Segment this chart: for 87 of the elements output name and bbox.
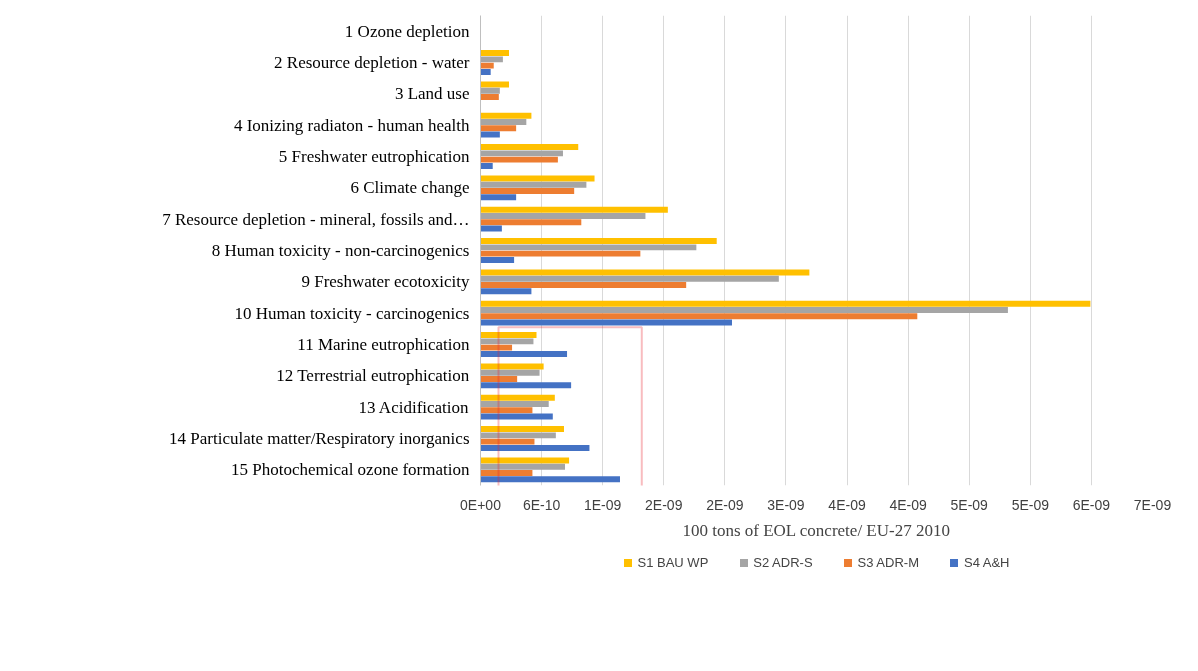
bar bbox=[480, 87, 500, 94]
bar bbox=[480, 469, 533, 476]
bar bbox=[480, 382, 572, 389]
legend-label: S3 ADR-M bbox=[857, 554, 919, 570]
bar bbox=[480, 394, 555, 401]
y-tick-label: 10 Human toxicity - carcinogenics bbox=[234, 303, 470, 323]
x-tick-label: 7E-09 bbox=[1133, 496, 1172, 513]
x-tick-label: 3E-09 bbox=[767, 496, 805, 513]
y-tick-label: 5 Freshwater eutrophication bbox=[278, 147, 470, 166]
bar bbox=[480, 181, 587, 188]
bar bbox=[480, 62, 494, 69]
y-tick-label: 3 Land use bbox=[394, 84, 470, 104]
bar bbox=[480, 375, 518, 382]
y-tick-label: 12 Terrestrial eutrophication bbox=[276, 366, 470, 386]
bar bbox=[480, 363, 544, 370]
y-tick-label: 15 Photochemical ozone formation bbox=[231, 460, 470, 480]
x-axis-title: 100 tons of EOL concrete/ EU-27 2010 bbox=[682, 520, 950, 540]
bar bbox=[480, 162, 493, 169]
bar bbox=[480, 319, 732, 326]
x-tick-label: 2E-09 bbox=[706, 496, 744, 513]
bar bbox=[480, 350, 568, 357]
bar bbox=[480, 313, 918, 320]
bar bbox=[480, 307, 1008, 314]
bar bbox=[480, 256, 515, 263]
bar bbox=[480, 244, 697, 251]
y-tick-label: 2 Resource depletion - water bbox=[274, 53, 470, 72]
bar bbox=[480, 369, 540, 376]
bar bbox=[480, 413, 553, 420]
bar bbox=[480, 269, 810, 276]
x-tick-label: 0E+00 bbox=[460, 496, 502, 513]
bar bbox=[480, 438, 535, 445]
x-tick-label: 5E-09 bbox=[950, 496, 989, 513]
bar bbox=[480, 50, 510, 57]
bar bbox=[480, 288, 532, 295]
bar bbox=[480, 344, 513, 351]
bar bbox=[480, 250, 641, 257]
y-tick-label: 1 Ozone depletion bbox=[344, 21, 470, 41]
bar bbox=[480, 56, 503, 63]
bar bbox=[480, 156, 558, 163]
bar bbox=[480, 401, 549, 408]
bar bbox=[480, 225, 502, 232]
bar bbox=[480, 476, 620, 483]
bar bbox=[480, 150, 563, 157]
legend-label: S2 ADR-S bbox=[753, 554, 813, 570]
x-tick-label: 5E-09 bbox=[1011, 496, 1050, 513]
y-tick-label: 6 Climate change bbox=[350, 178, 470, 198]
bar bbox=[480, 426, 564, 433]
bar bbox=[480, 187, 575, 194]
bar bbox=[480, 281, 687, 288]
bar bbox=[480, 407, 533, 414]
x-tick-label: 4E-09 bbox=[828, 496, 866, 513]
bar bbox=[480, 338, 534, 345]
y-tick-label: 13 Acidification bbox=[358, 397, 470, 417]
bar bbox=[480, 81, 510, 88]
bar bbox=[480, 444, 590, 451]
x-tick-label: 1E-09 bbox=[584, 496, 622, 513]
y-tick-label: 9 Freshwater ecotoxicity bbox=[301, 272, 470, 292]
bar bbox=[480, 219, 582, 226]
bar bbox=[480, 194, 517, 201]
bar bbox=[480, 238, 717, 245]
x-tick-label: 6E-09 bbox=[1072, 496, 1111, 513]
bar bbox=[480, 119, 527, 126]
bar bbox=[480, 213, 646, 220]
legend-label: S1 BAU WP bbox=[637, 554, 709, 570]
y-tick-label: 4 Ionizing radiaton - human health bbox=[233, 115, 470, 135]
y-tick-label: 7 Resource depletion - mineral, fossils and… bbox=[162, 209, 470, 229]
x-tick-label: 4E-09 bbox=[889, 496, 928, 513]
bar bbox=[480, 112, 532, 119]
x-tick-label: 2E-09 bbox=[645, 496, 683, 513]
bar bbox=[480, 432, 556, 439]
bar bbox=[480, 175, 595, 182]
bar bbox=[480, 463, 566, 470]
y-tick-label: 14 Particulate matter/Respiratory inorganics bbox=[169, 429, 470, 448]
bar bbox=[480, 206, 668, 213]
bar bbox=[480, 332, 537, 339]
bar bbox=[480, 68, 491, 75]
y-tick-label: 11 Marine eutrophication bbox=[297, 335, 470, 354]
legend-label: S4 A&H bbox=[963, 554, 1010, 570]
bar bbox=[480, 125, 517, 132]
x-tick-label: 6E-10 bbox=[522, 496, 561, 513]
bar bbox=[480, 275, 779, 282]
bar bbox=[480, 300, 1091, 307]
bar bbox=[480, 457, 570, 464]
bar bbox=[480, 131, 500, 138]
bar bbox=[480, 144, 579, 151]
y-tick-label: 8 Human toxicity - non-carcinogenics bbox=[211, 241, 470, 260]
bar bbox=[480, 93, 499, 100]
